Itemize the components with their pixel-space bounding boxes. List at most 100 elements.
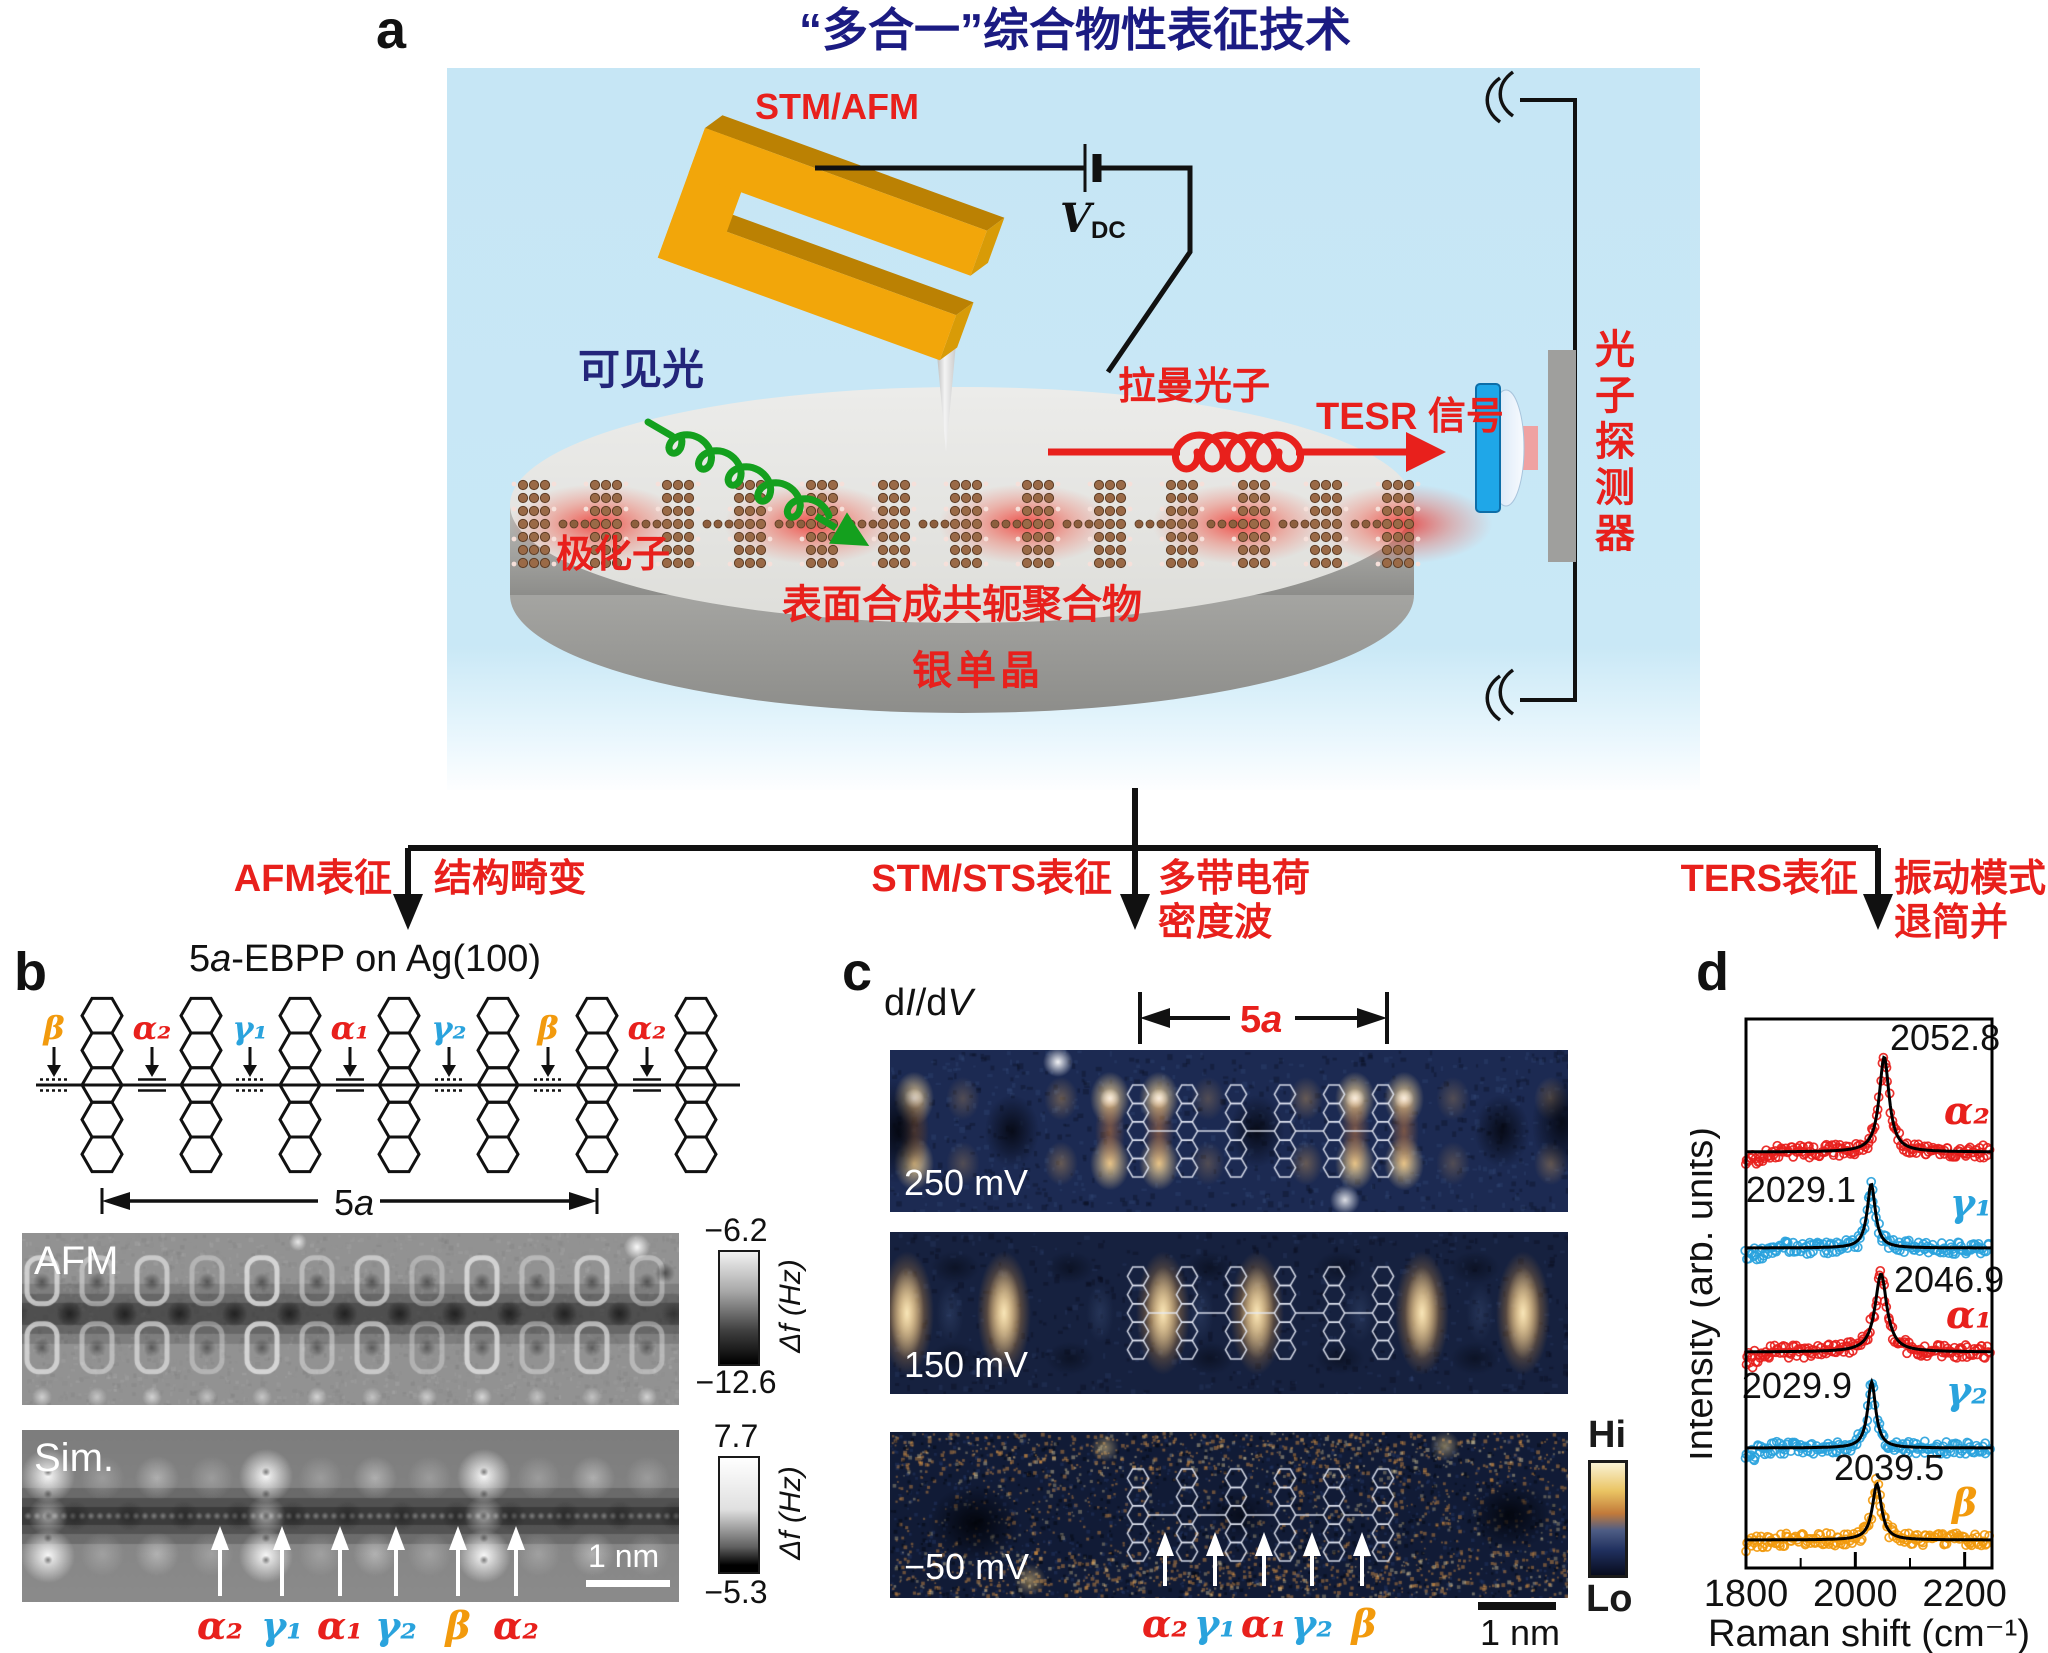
- sim-colorbar-max: 7.7: [713, 1418, 759, 1454]
- branch-sts-result-2: 密度波: [1158, 902, 1273, 944]
- site-label: γ₁: [1194, 1601, 1236, 1646]
- polaron-label: 极化子: [556, 534, 671, 576]
- bond-label: β: [536, 1009, 558, 1047]
- afm-colorbar-unit: Δf (Hz): [774, 1259, 807, 1353]
- map-scalebar: [1478, 1602, 1556, 1610]
- bond-label: α₁: [331, 1009, 370, 1047]
- silver-crystal-label: 银单晶: [912, 649, 1044, 693]
- sim-colorbar-min: −5.3: [704, 1574, 768, 1610]
- sim-image-tag: Sim.: [34, 1436, 114, 1480]
- sim-site-arrows: [211, 1526, 525, 1596]
- visible-light-label: 可见光: [578, 346, 705, 393]
- series-label: γ₂: [1946, 1368, 1988, 1413]
- tesr-signal-label: TESR 信号: [1316, 396, 1504, 438]
- site-label: α₁: [317, 1603, 363, 1648]
- bond-label: α₂: [133, 1009, 172, 1047]
- branch-sts-method: STM/STS表征: [871, 858, 1112, 900]
- afm-colorbar-max: −6.2: [704, 1212, 768, 1248]
- panel-b-title: 5a-EBPP on Ag(100): [150, 938, 580, 980]
- map-colorbar-lo: Lo: [1586, 1578, 1633, 1620]
- map-scalebar-label: 1 nm: [1480, 1612, 1561, 1653]
- afm-colorbar: [718, 1250, 760, 1366]
- map-site-arrows: [1156, 1532, 1371, 1586]
- peak-value-label: 2046.9: [1894, 1259, 2004, 1300]
- panel-b-title-num: 5: [188, 938, 211, 980]
- panel-b-title-italic: a: [210, 938, 232, 980]
- photon-detector: [1475, 350, 1576, 562]
- branch-sts-result-1: 多带电荷: [1158, 858, 1311, 900]
- sim-colorbar-unit: Δf (Hz): [774, 1466, 807, 1560]
- bias-label-150mv: 150 mV: [904, 1344, 1029, 1385]
- tuning-fork-sensor: [657, 115, 1005, 361]
- bond-label: γ₁: [232, 1009, 267, 1047]
- branch-afm-method: AFM表征: [233, 858, 392, 900]
- didv-map-minus50mv: [890, 1432, 1568, 1598]
- sim-colorbar: [718, 1456, 760, 1574]
- x-tick-label: 1800: [1704, 1573, 1789, 1615]
- afm-colorbar-min: −12.6: [695, 1364, 777, 1400]
- sim-scalebar-label: 1 nm: [588, 1538, 660, 1574]
- x-tick-label: 2000: [1813, 1573, 1898, 1615]
- probe-label: STM/AFM: [755, 86, 919, 127]
- series-label: α₁: [1946, 1292, 1992, 1337]
- series-label: γ₁: [1950, 1180, 1992, 1225]
- map-colorbar-hi: Hi: [1588, 1414, 1626, 1456]
- site-label: β: [1351, 1601, 1377, 1646]
- bond-label: α₂: [628, 1009, 667, 1047]
- peak-value-label: 2029.1: [1746, 1169, 1856, 1210]
- branch-arrows: [393, 788, 1893, 930]
- afm-image-tag: AFM: [34, 1239, 119, 1283]
- unit-cell-span-label: 5a: [334, 1182, 374, 1223]
- bond-label: β: [42, 1009, 64, 1047]
- afm-simulation-image: [22, 1430, 679, 1602]
- panel-c-label: c: [842, 942, 873, 1002]
- vdc-label: VDC: [1060, 195, 1126, 244]
- bond-label: γ₂: [431, 1009, 466, 1047]
- bias-label-minus50mv: −50 mV: [904, 1546, 1030, 1587]
- chemical-structure: β α₂ γ₁ α₁ γ₂ β α₂ 5a: [36, 996, 740, 1223]
- figure-title: “多合一”综合物性表征技术: [799, 4, 1351, 56]
- branch-ters-method: TERS表征: [1680, 858, 1858, 900]
- bias-label-250mv: 250 mV: [904, 1162, 1029, 1203]
- raman-photon-label: 拉曼光子: [1118, 366, 1271, 408]
- peak-value-label: 2039.5: [1834, 1447, 1944, 1488]
- afm-image: [22, 1233, 679, 1405]
- series-label: α₂: [1944, 1088, 1990, 1133]
- series-label: β: [1950, 1480, 1977, 1525]
- site-label: β: [445, 1603, 471, 1648]
- branch-ters-result-2: 退简并: [1894, 902, 2009, 944]
- map-span-label: 5a: [1240, 999, 1282, 1041]
- site-label: γ₂: [375, 1603, 417, 1648]
- x-axis-label: Raman shift (cm⁻¹): [1708, 1613, 2030, 1653]
- photon-detector-label: 光子探测器: [1589, 328, 1633, 558]
- map-span-arrow: 5a: [1138, 992, 1389, 1044]
- setup-schematic: [393, 68, 1893, 930]
- panel-a-label: a: [376, 0, 407, 60]
- x-tick-label: 2200: [1922, 1573, 2007, 1615]
- site-label: α₁: [1241, 1601, 1287, 1646]
- didv-map-150mv: [890, 1232, 1568, 1394]
- branch-afm-result: 结构畸变: [434, 858, 587, 900]
- panel-b-title-rest: -EBPP on Ag(100): [231, 938, 542, 980]
- panel-d-label: d: [1696, 942, 1729, 1002]
- branch-ters-result-1: 振动模式: [1894, 858, 2047, 900]
- site-label: α₂: [1142, 1601, 1188, 1646]
- site-label: γ₂: [1291, 1601, 1333, 1646]
- unit-cell-span-arrow: [100, 1188, 599, 1214]
- vdc-subscript: DC: [1091, 217, 1126, 244]
- peak-value-label: 2052.8: [1890, 1017, 2000, 1058]
- sim-scalebar: [586, 1580, 670, 1587]
- vdc-symbol: V: [1060, 195, 1092, 242]
- y-axis-label: Intensity (arb. units): [1690, 1127, 1721, 1461]
- peak-value-label: 2029.9: [1742, 1365, 1852, 1406]
- polymer-label: 表面合成共轭聚合物: [782, 583, 1142, 627]
- bias-circuit-wire: [815, 144, 1193, 374]
- didv-label: dI/dV: [884, 982, 973, 1024]
- site-label: α₂: [493, 1603, 539, 1648]
- light-arrows: [644, 418, 1446, 546]
- panel-b-label: b: [14, 942, 47, 1002]
- didv-map-250mv: [890, 1050, 1568, 1212]
- site-label: γ₁: [261, 1603, 303, 1648]
